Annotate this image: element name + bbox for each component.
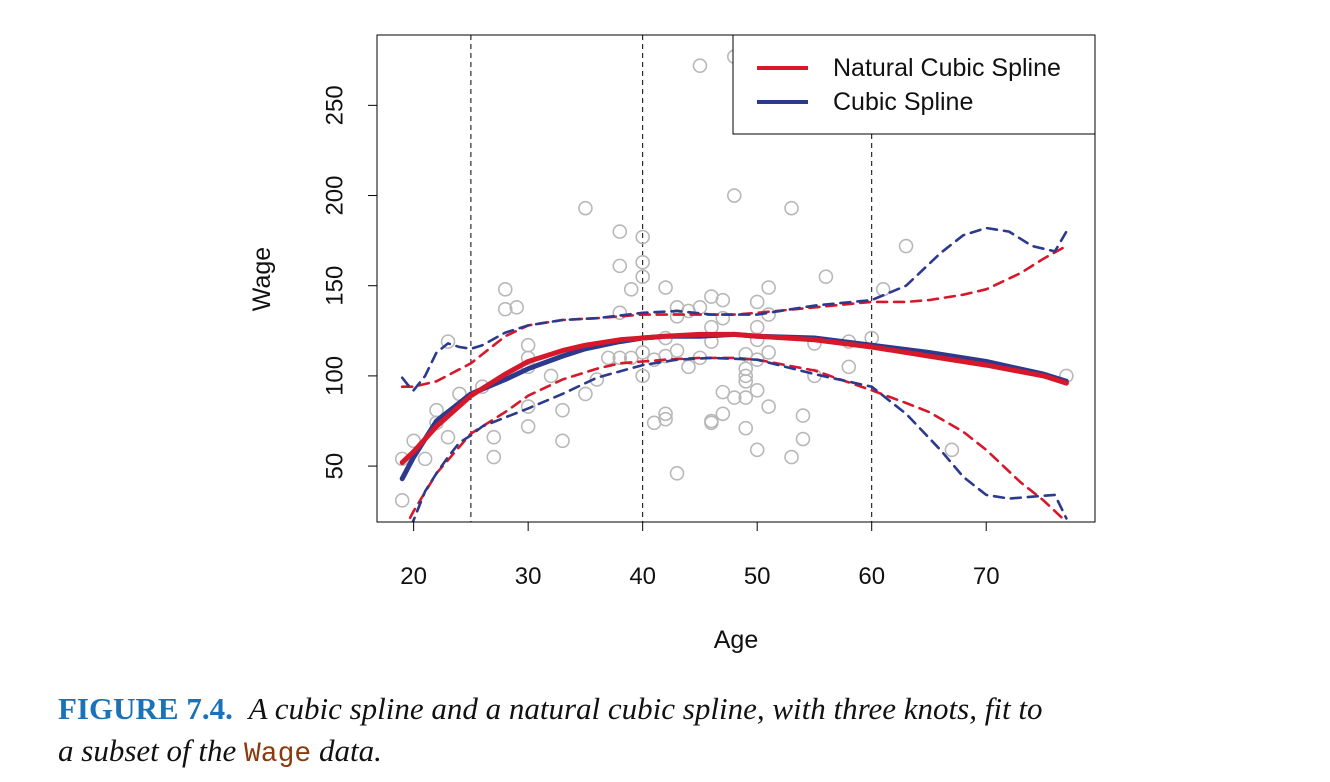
scatter-point xyxy=(704,415,719,431)
y-axis-label: Wage xyxy=(248,247,276,311)
scatter-point xyxy=(738,390,754,405)
scatter-point xyxy=(898,238,914,254)
scatter-point xyxy=(520,399,536,414)
legend: Natural Cubic Spline Cubic Spline xyxy=(732,34,1096,135)
scatter-point xyxy=(394,493,410,508)
cubic-spline-fit-line xyxy=(399,331,1069,482)
scatter-point xyxy=(749,442,765,458)
scatter-point xyxy=(658,348,673,364)
scatter-point xyxy=(795,408,811,423)
y-tick-label: 150 xyxy=(322,266,349,306)
legend-label: Cubic Spline xyxy=(833,88,973,116)
caption-code: Wage xyxy=(244,739,312,770)
x-tick-label: 60 xyxy=(858,563,885,590)
scatter-point xyxy=(635,269,650,284)
scatter-point xyxy=(749,319,765,335)
scatter-point xyxy=(761,345,776,360)
scatter-point xyxy=(715,384,731,400)
scatter-point xyxy=(738,368,754,384)
scatter-point xyxy=(635,254,650,270)
scatter-point xyxy=(761,280,776,295)
scatter-point xyxy=(520,419,536,434)
scatter-point xyxy=(635,368,650,384)
spline-chart: 20 30 40 50 60 70 50 100 150 200 250 Age Wage Natu… xyxy=(248,34,1096,654)
scatter-point xyxy=(578,386,593,402)
scatter-point xyxy=(497,282,513,297)
y-tick-label: 100 xyxy=(322,356,349,396)
caption-text-line2-end: data. xyxy=(318,733,382,768)
x-tick-label: 30 xyxy=(515,563,542,590)
scatter-point xyxy=(784,200,799,216)
x-tick-label: 70 xyxy=(973,563,1000,590)
x-tick-label: 20 xyxy=(400,563,427,590)
caption-text: A cubic spline and a natural cubic splin… xyxy=(248,691,1043,726)
scatter-point xyxy=(440,429,456,445)
scatter-point xyxy=(738,346,754,362)
cubic-spline-band-line xyxy=(411,356,1068,522)
scatter-point xyxy=(623,350,639,366)
scatter-point xyxy=(658,406,673,422)
scatter-point xyxy=(635,345,650,360)
scatter-point xyxy=(658,411,673,427)
natural-cubic-spline-fit-line xyxy=(399,331,1069,465)
scatter-point xyxy=(555,433,570,449)
cubic-spline-band-line xyxy=(400,226,1068,392)
scatter-point xyxy=(841,359,857,375)
x-tick-label: 50 xyxy=(744,563,771,590)
scatter-point xyxy=(784,449,799,465)
scatter-point xyxy=(749,383,765,398)
scatter-point xyxy=(578,200,593,216)
legend-box xyxy=(732,34,1096,135)
scatter-point xyxy=(681,359,696,375)
scatter-point xyxy=(749,332,765,348)
scatter-point xyxy=(612,224,628,239)
scatter-point xyxy=(543,368,559,384)
scatter-point xyxy=(669,465,685,481)
scatter-point xyxy=(623,282,639,297)
figure-caption: FIGURE 7.4. A cubic spline and a natural… xyxy=(58,688,1308,776)
scatter-point xyxy=(612,258,628,274)
scatter-point xyxy=(601,350,616,366)
scatter-point xyxy=(715,310,731,326)
natural-cubic-spline-band-line xyxy=(400,244,1068,389)
scatter-point xyxy=(761,399,776,414)
scatter-point xyxy=(944,442,960,458)
legend-label: Natural Cubic Spline xyxy=(833,54,1061,82)
scatter-point xyxy=(509,300,525,315)
scatter-point xyxy=(715,292,731,308)
scatter-point xyxy=(417,451,433,467)
y-tick-label: 50 xyxy=(322,453,349,480)
scatter-point xyxy=(555,402,570,418)
scatter-point xyxy=(635,229,650,245)
scatter-point xyxy=(818,269,834,284)
y-tick-label: 250 xyxy=(322,85,349,125)
caption-label: FIGURE 7.4. xyxy=(58,691,233,726)
scatter-point xyxy=(692,58,708,73)
scatter-point xyxy=(486,429,502,445)
scatter-point xyxy=(726,188,742,203)
natural-cubic-spline-band-line xyxy=(406,356,1068,522)
caption-text-line2: a subset of the xyxy=(58,733,237,768)
scatter-point xyxy=(749,294,765,310)
scatter-point xyxy=(704,319,719,335)
scatter-point xyxy=(658,280,673,295)
scatter-point xyxy=(738,420,754,436)
scatter-point xyxy=(726,390,742,405)
scatter-point xyxy=(612,350,628,366)
scatter-point xyxy=(738,374,754,389)
scatter-point xyxy=(497,301,513,317)
scatter-point xyxy=(669,343,685,358)
x-axis-label: Age xyxy=(714,626,758,654)
scatter-point xyxy=(520,337,536,353)
scatter-point xyxy=(612,305,628,321)
scatter-point xyxy=(440,334,456,349)
y-tick-label: 200 xyxy=(322,176,349,216)
scatter-point xyxy=(795,431,811,447)
x-tick-label: 40 xyxy=(629,563,656,590)
scatter-point xyxy=(486,449,502,465)
scatter-point xyxy=(715,406,731,422)
scatter-point xyxy=(875,282,891,297)
